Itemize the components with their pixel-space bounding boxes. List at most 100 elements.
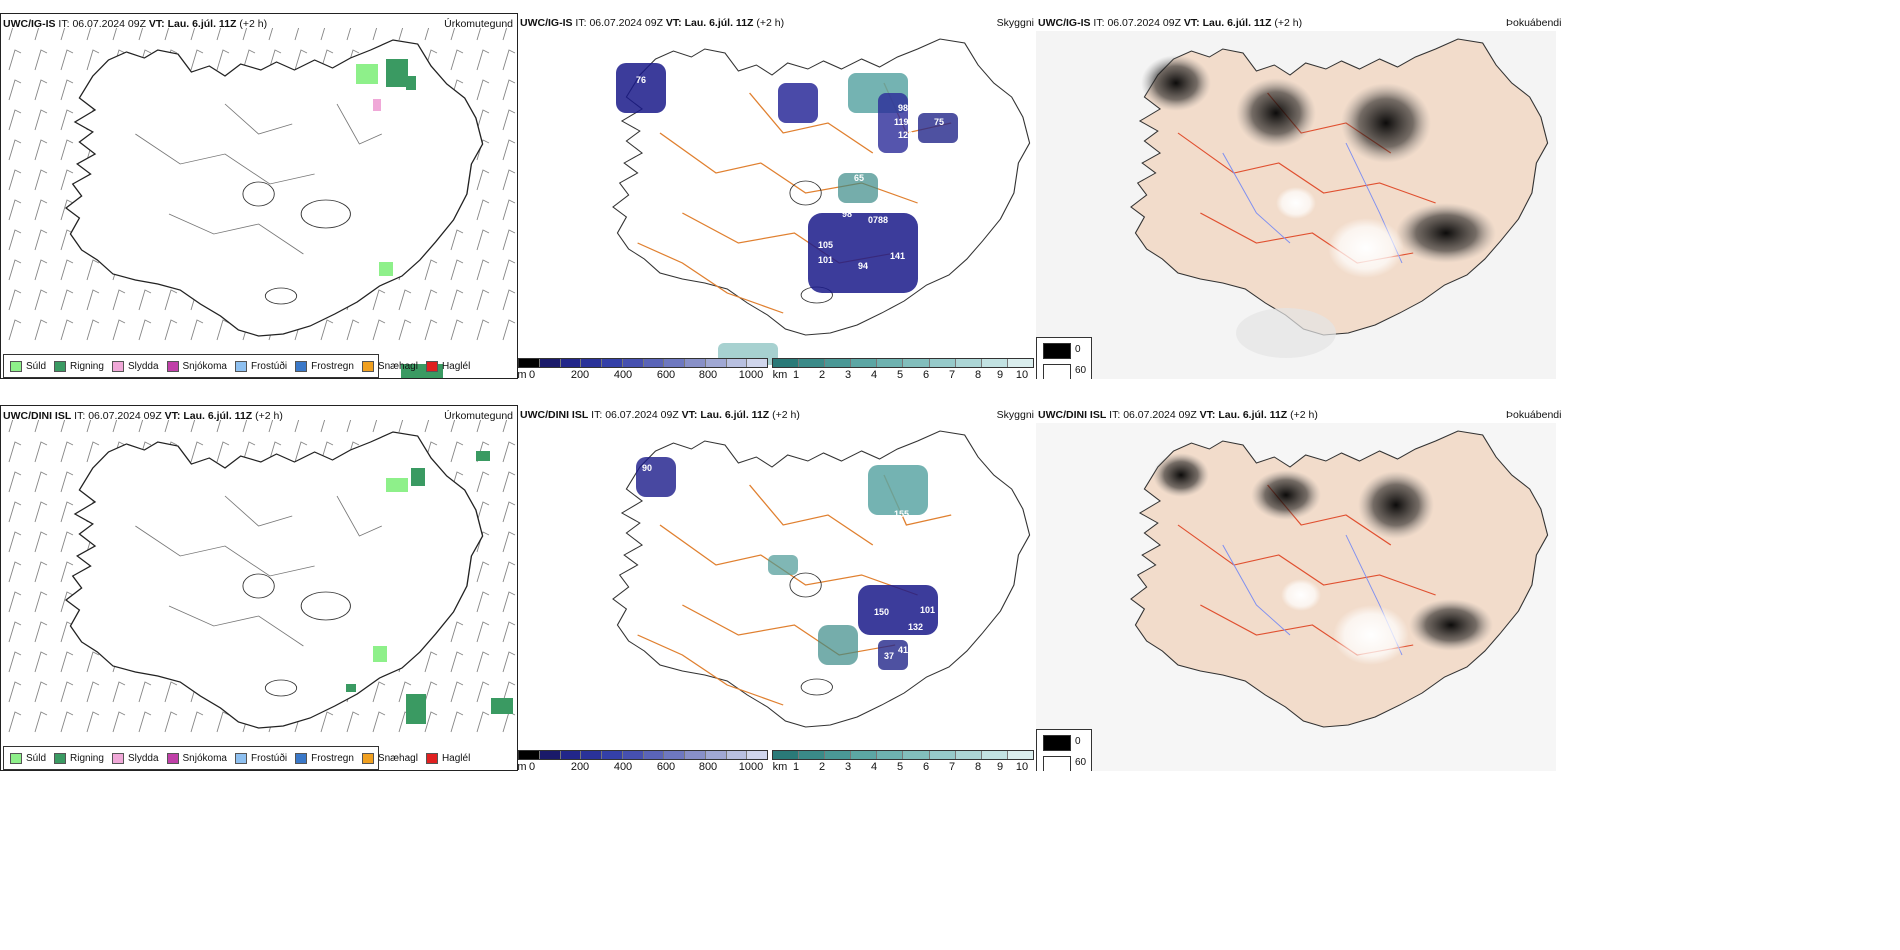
legend-swatch-dark: [1043, 343, 1071, 359]
legend-item: Rigning: [54, 360, 104, 372]
legend-item: Snjókoma: [166, 360, 227, 372]
ceiling-label: 155: [894, 509, 909, 519]
ceiling-label: 141: [890, 251, 905, 261]
tick-label: 6: [922, 369, 930, 379]
visibility-colorbar: km 1 2 3 4 5 6 7 8 9 10: [772, 750, 1034, 771]
panel-name: Þokuábendi: [1506, 17, 1562, 29]
tick-label: 1: [792, 761, 800, 771]
tick-label: 10: [1015, 761, 1029, 771]
fog-legend: 0 60: [1036, 729, 1092, 771]
tick-label: 2: [818, 761, 826, 771]
ceiling-label: 89: [964, 127, 974, 137]
tick-label: 400: [613, 369, 633, 379]
unit-label: km: [772, 369, 788, 379]
ceiling-label: 94: [858, 261, 868, 271]
unit-label: km: [772, 761, 788, 771]
precip-legend: Súld Rigning Slydda Snjókoma Frostúði Fr…: [3, 354, 470, 378]
legend-item: Snjókoma: [166, 752, 227, 764]
legend-value: 0: [1075, 736, 1081, 747]
legend-item: Slydda: [111, 360, 159, 372]
ceiling-label: 76: [636, 75, 646, 85]
legend-item: Haglél: [425, 360, 470, 372]
ceiling-label: 98: [898, 103, 908, 113]
tick-label: 400: [613, 761, 633, 771]
precip-panel-row1: UWC/IG-IS IT: 06.07.2024 09Z VT: Lau. 6.…: [0, 13, 518, 379]
visibility-bar: [772, 358, 1034, 368]
height-bar: [518, 750, 768, 760]
tick-label: 10: [1015, 369, 1029, 379]
panel-name: Úrkomutegund: [444, 410, 513, 422]
ceiling-label: 75: [934, 117, 944, 127]
tick-label: 1000: [738, 761, 764, 771]
legend-swatch-dark: [1043, 735, 1071, 751]
panel-title: UWC/DINI ISL IT: 06.07.2024 09Z VT: Lau.…: [520, 409, 800, 421]
panel-name: Úrkomutegund: [444, 18, 513, 30]
panel-name: Þokuábendi: [1506, 409, 1562, 421]
visibility-map: 76 98 119 123 65 75 89 105 101 0788 94 1…: [612, 38, 1031, 365]
unit-label: m: [518, 761, 527, 771]
height-bar: [518, 358, 768, 368]
tick-label: 600: [656, 761, 676, 771]
fog-map: [1036, 423, 1556, 771]
legend-value: 0: [1075, 344, 1081, 355]
ceiling-label: 132: [908, 622, 923, 632]
legend-value: 60: [1075, 757, 1087, 768]
tick-label: 5: [896, 761, 904, 771]
ceiling-label: 41: [898, 645, 908, 655]
panel-title: UWC/IG-IS IT: 06.07.2024 09Z VT: Lau. 6.…: [3, 18, 268, 30]
visibility-map: 90 155 132 101 82 150 37 41: [612, 430, 1031, 728]
unit-label: m: [518, 369, 527, 379]
tick-label: 4: [870, 369, 878, 379]
tick-label: 5: [896, 369, 904, 379]
legend-item: Rigning: [54, 752, 104, 764]
tick-label: 800: [698, 369, 718, 379]
panel-title: UWC/DINI ISL IT: 06.07.2024 09Z VT: Lau.…: [3, 410, 283, 422]
tick-label: 4: [870, 761, 878, 771]
fog-legend: 0 60: [1036, 337, 1092, 379]
tick-label: 3: [844, 369, 852, 379]
precip-map: [1, 28, 517, 378]
precip-map: [1, 420, 517, 740]
tick-label: 3: [844, 761, 852, 771]
tick-label: 8: [974, 369, 982, 379]
cloud-panel-row2: UWC/DINI ISL IT: 06.07.2024 09Z VT: Lau.…: [1036, 405, 1900, 771]
ceiling-label: 150: [874, 607, 889, 617]
ceiling-label: 119: [894, 117, 909, 127]
height-colorbar: m 0 200 400 600 800 1000: [518, 750, 768, 771]
tick-label: 9: [996, 369, 1004, 379]
legend-item: Haglél: [425, 752, 470, 764]
panel-title: UWC/IG-IS IT: 06.07.2024 09Z VT: Lau. 6.…: [1038, 17, 1303, 29]
cloud-panel-row1: UWC/IG-IS IT: 06.07.2024 09Z VT: Lau. 6.…: [1036, 13, 1900, 379]
legend-item: Frostregn: [295, 752, 354, 764]
tick-label: 7: [948, 761, 956, 771]
legend-item: Súld: [10, 752, 46, 764]
tick-label: 1000: [738, 369, 764, 379]
legend-item: Snæhagl: [361, 752, 418, 764]
tick-label: 200: [570, 761, 590, 771]
ceiling-label: 101: [818, 255, 833, 265]
legend-value: 60: [1075, 365, 1087, 376]
legend-item: Súld: [10, 360, 46, 372]
tick-label: 0: [528, 369, 536, 379]
legend-item: Slydda: [111, 752, 159, 764]
fog-map: [1036, 31, 1556, 379]
visibility-colorbar: km 1 2 3 4 5 6 7 8 9 10: [772, 358, 1034, 379]
precip-legend: Súld Rigning Slydda Snjókoma Frostúði Fr…: [3, 746, 470, 770]
visibility-bar: [772, 750, 1034, 760]
tick-label: 6: [922, 761, 930, 771]
panel-title: UWC/DINI ISL IT: 06.07.2024 09Z VT: Lau.…: [1038, 409, 1318, 421]
tick-label: 1: [792, 369, 800, 379]
legend-item: Frostúði: [234, 360, 287, 372]
panel-name: Skyggni: [996, 17, 1034, 29]
precip-panel-row2: UWC/DINI ISL IT: 06.07.2024 09Z VT: Lau.…: [0, 405, 518, 771]
tick-label: 7: [948, 369, 956, 379]
tick-label: 200: [570, 369, 590, 379]
panel-name: Skyggni: [996, 409, 1034, 421]
legend-swatch-light: [1043, 756, 1071, 771]
ceiling-label: 123: [898, 130, 913, 140]
ceiling-label: 65: [854, 173, 864, 183]
tick-label: 800: [698, 761, 718, 771]
vis-panel-row2: UWC/DINI ISL IT: 06.07.2024 09Z VT: Lau.…: [518, 405, 1036, 771]
legend-swatch-light: [1043, 364, 1071, 379]
ceiling-label: 105: [818, 240, 833, 250]
